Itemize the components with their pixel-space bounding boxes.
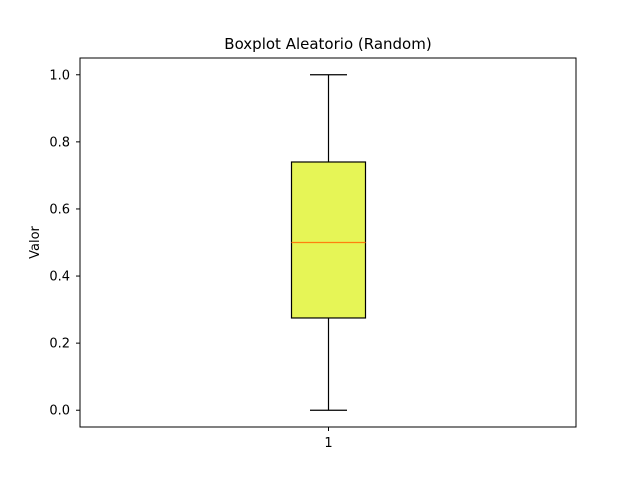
y-tick-label: 0.0 [49,404,70,419]
y-axis-label: Valor [28,225,43,258]
y-axis-ticks: 0.0 0.2 0.4 0.6 0.8 1.0 [49,68,80,419]
y-tick-label: 0.8 [49,135,70,150]
chart-title: Boxplot Aleatorio (Random) [224,35,431,53]
x-axis-ticks: 1 [324,427,333,451]
x-tick-label: 1 [324,436,332,451]
boxplot-group [290,74,367,411]
y-tick-label: 0.6 [49,202,70,217]
y-tick-label: 1.0 [49,68,70,83]
y-tick-label: 0.2 [49,337,70,352]
y-tick-label: 0.4 [49,270,70,285]
box-iqr [290,161,367,319]
